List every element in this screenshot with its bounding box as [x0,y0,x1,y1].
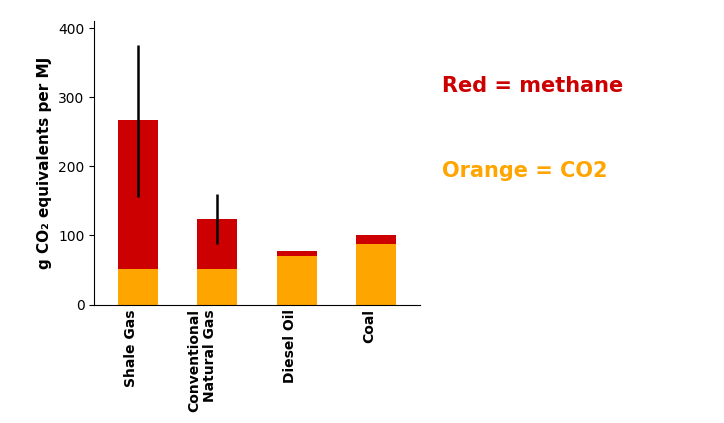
Bar [118,120,158,269]
Bar [356,244,396,305]
Bar [198,269,237,305]
Bar [198,219,237,269]
Bar [277,251,316,256]
Bar [356,236,396,244]
Text: Orange = CO2: Orange = CO2 [442,161,607,181]
Bar [118,269,158,305]
Y-axis label: g CO₂ equivalents per MJ: g CO₂ equivalents per MJ [38,57,52,269]
Text: Red = methane: Red = methane [442,76,623,96]
Bar [277,256,316,305]
